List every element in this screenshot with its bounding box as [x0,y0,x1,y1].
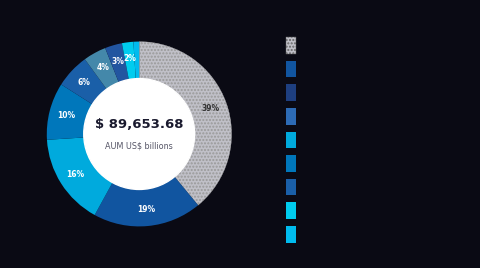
Wedge shape [47,84,92,140]
Wedge shape [85,48,119,89]
Wedge shape [95,177,198,226]
Text: 10%: 10% [57,111,75,120]
Text: 6%: 6% [78,78,90,87]
Wedge shape [139,42,232,205]
Wedge shape [47,137,112,215]
Text: 19%: 19% [137,205,156,214]
Wedge shape [122,42,136,80]
Wedge shape [61,59,107,104]
Text: 3%: 3% [112,57,124,66]
Text: 2%: 2% [123,54,136,63]
Wedge shape [133,42,139,79]
Text: $ 89,653.68: $ 89,653.68 [95,118,183,131]
Wedge shape [105,43,129,83]
Text: 39%: 39% [202,104,219,113]
Circle shape [84,79,195,189]
Text: AUM US$ billions: AUM US$ billions [105,142,173,151]
Text: 16%: 16% [66,170,84,179]
Text: 4%: 4% [96,63,109,72]
